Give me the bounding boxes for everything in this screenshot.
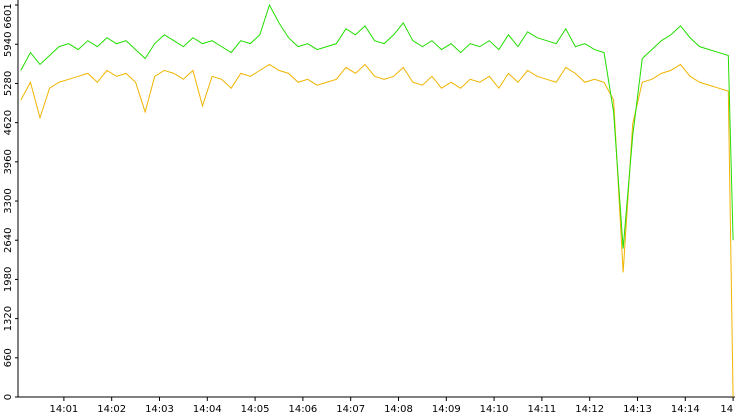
y-tick-label: 2640 [3,227,14,252]
x-tick-label: 14:13 [623,404,652,415]
x-tick-label: 14:11 [527,404,556,415]
y-tick-label: 0 [3,394,14,400]
y-tick-label: 6601 [3,3,14,28]
series-line [20,3,734,249]
x-tick-label: 14:10 [480,404,509,415]
x-tick-label: 14:02 [97,404,126,415]
series-line [20,63,734,398]
y-tick-label: 5940 [3,32,14,57]
y-tick-label: 660 [3,348,14,367]
x-tick-label: 14:12 [575,404,604,415]
x-tick-label: 14:14 [671,404,700,415]
x-tick-label: 14 [720,404,733,415]
x-tick-label: 14:05 [241,404,270,415]
x-tick-label: 14:04 [193,404,222,415]
y-tick-label: 5280 [3,71,14,96]
y-tick-label: 4620 [3,110,14,135]
y-tick-label: 3300 [3,188,14,213]
y-tick-label: 3960 [3,149,14,174]
x-tick-label: 14:03 [145,404,174,415]
x-tick-label: 14:06 [288,404,317,415]
y-tick-label: 1980 [3,267,14,292]
x-tick-label: 14:09 [432,404,461,415]
x-tick-label: 14:07 [336,404,365,415]
y-tick-label: 1320 [3,306,14,331]
x-tick-label: 14:08 [384,404,413,415]
x-tick-label: 14:01 [49,404,78,415]
